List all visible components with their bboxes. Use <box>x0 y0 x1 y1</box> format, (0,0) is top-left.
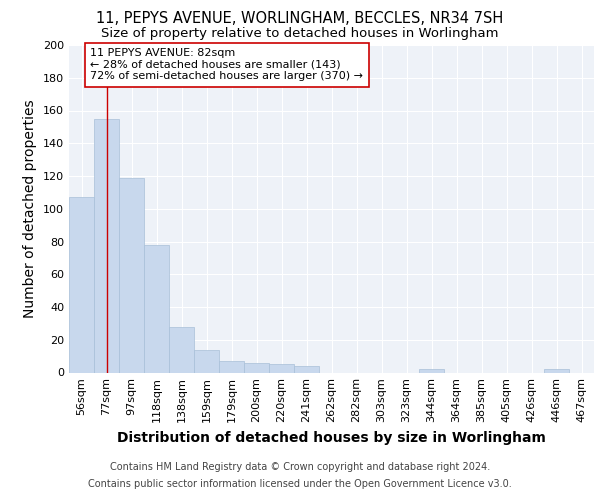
Bar <box>219 361 244 372</box>
Bar <box>69 198 94 372</box>
Bar <box>544 369 569 372</box>
Bar <box>294 366 319 372</box>
Bar <box>269 364 294 372</box>
Bar <box>94 118 119 372</box>
X-axis label: Distribution of detached houses by size in Worlingham: Distribution of detached houses by size … <box>117 431 546 445</box>
Text: Contains HM Land Registry data © Crown copyright and database right 2024.: Contains HM Land Registry data © Crown c… <box>110 462 490 472</box>
Text: 11, PEPYS AVENUE, WORLINGHAM, BECCLES, NR34 7SH: 11, PEPYS AVENUE, WORLINGHAM, BECCLES, N… <box>97 11 503 26</box>
Text: Size of property relative to detached houses in Worlingham: Size of property relative to detached ho… <box>101 28 499 40</box>
Bar <box>194 350 219 372</box>
Bar <box>419 369 444 372</box>
Bar <box>244 362 269 372</box>
Text: 11 PEPYS AVENUE: 82sqm
← 28% of detached houses are smaller (143)
72% of semi-de: 11 PEPYS AVENUE: 82sqm ← 28% of detached… <box>90 48 363 82</box>
Bar <box>169 326 194 372</box>
Bar <box>119 178 144 372</box>
Y-axis label: Number of detached properties: Number of detached properties <box>23 100 37 318</box>
Text: Contains public sector information licensed under the Open Government Licence v3: Contains public sector information licen… <box>88 479 512 489</box>
Bar <box>144 245 169 372</box>
